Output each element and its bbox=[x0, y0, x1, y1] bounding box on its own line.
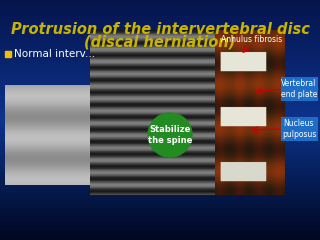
Text: Nucleus
pulposus: Nucleus pulposus bbox=[282, 119, 316, 139]
Text: Stabilize
the spine: Stabilize the spine bbox=[148, 125, 192, 145]
FancyBboxPatch shape bbox=[281, 117, 318, 141]
Text: Protrusion of the intervertebral disc: Protrusion of the intervertebral disc bbox=[11, 23, 309, 37]
Circle shape bbox=[148, 113, 192, 157]
FancyBboxPatch shape bbox=[281, 77, 318, 101]
Text: (discal herniation): (discal herniation) bbox=[84, 35, 236, 49]
Bar bbox=[5, 51, 11, 57]
Text: Normal interv...: Normal interv... bbox=[14, 49, 95, 59]
Text: Annulus fibrosis: Annulus fibrosis bbox=[221, 36, 283, 44]
Text: Vertebral
end plate: Vertebral end plate bbox=[281, 79, 317, 99]
